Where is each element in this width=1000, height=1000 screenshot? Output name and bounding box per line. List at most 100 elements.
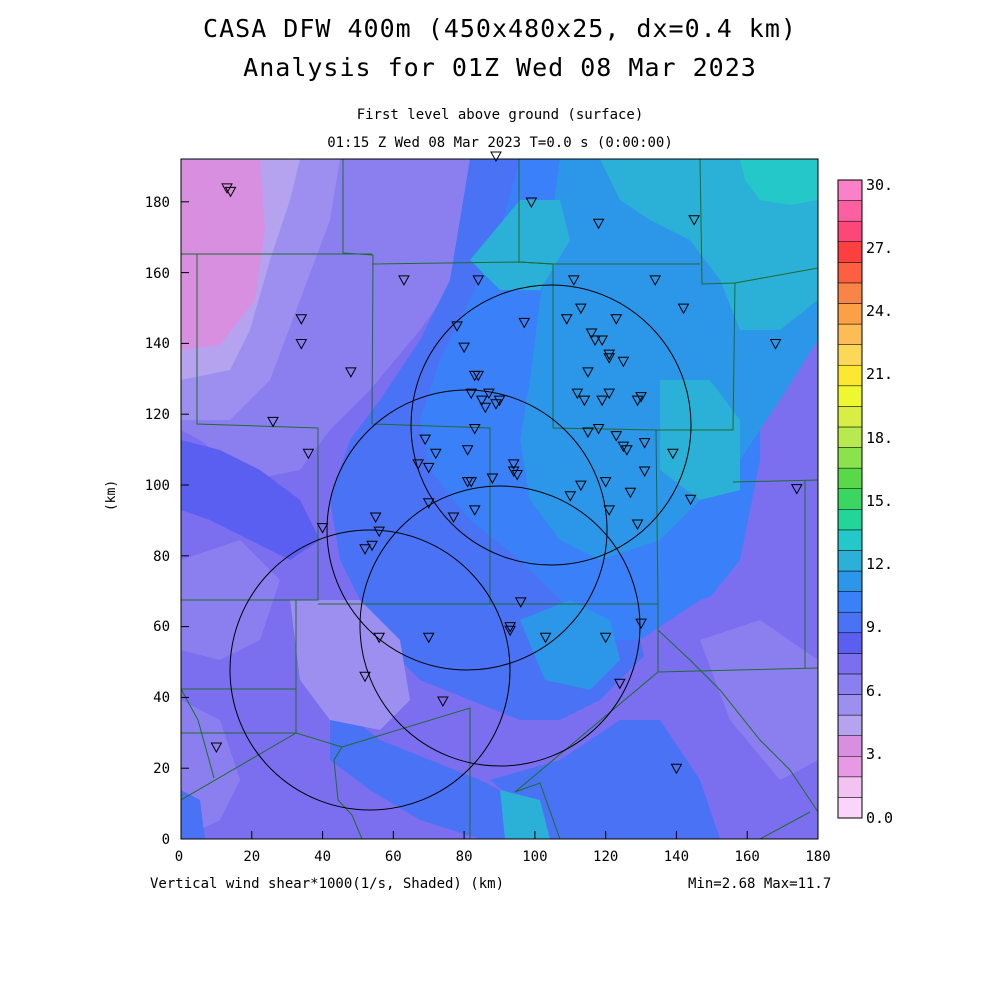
colorbar-swatch <box>837 406 863 428</box>
station-marker <box>422 462 435 474</box>
station-marker <box>613 678 626 690</box>
x-tick-label: 180 <box>805 849 830 865</box>
station-marker <box>210 742 223 754</box>
station-marker <box>638 466 651 477</box>
analysis-time-title: Analysis for 01Z Wed 08 Mar 2023 <box>243 53 757 82</box>
station-marker <box>369 512 382 523</box>
colorbar-swatch <box>837 653 863 675</box>
colorbar-swatch <box>837 385 863 407</box>
colorbar-frame <box>837 179 863 819</box>
station-marker <box>578 395 591 407</box>
x-tick-label: 80 <box>456 849 473 865</box>
level-subtitle: First level above ground (surface) <box>356 107 644 123</box>
colorbar-label: 21. <box>866 365 893 383</box>
colorbar-swatch <box>837 488 863 510</box>
station-marker <box>649 275 662 286</box>
station-marker <box>373 526 386 538</box>
station-marker <box>688 215 700 226</box>
station-marker <box>295 339 308 350</box>
colorbar-swatch <box>837 323 863 345</box>
station-marker <box>295 314 308 325</box>
station-marker <box>267 416 279 428</box>
colorbar-swatch <box>837 200 863 222</box>
station-marker <box>429 448 442 460</box>
colorbar-swatch <box>837 179 863 201</box>
colorbar-label: 15. <box>866 492 893 510</box>
colorbar-swatch <box>837 529 863 551</box>
station-marker <box>592 423 605 435</box>
station-marker <box>769 339 782 350</box>
station-marker <box>582 367 594 378</box>
colorbar-label: 9. <box>866 618 884 636</box>
y-axis-label: (km) <box>104 479 120 512</box>
colorbar-label: 12. <box>866 555 893 573</box>
colorbar-swatch <box>837 591 863 613</box>
station-marker <box>617 441 630 453</box>
station-marker <box>221 183 233 194</box>
x-tick-label: 60 <box>385 849 402 865</box>
x-tick-label: 20 <box>243 849 260 865</box>
station-marker <box>518 317 531 329</box>
station-marker <box>504 625 516 637</box>
colorbar-swatch <box>837 694 863 716</box>
colorbar-swatch <box>837 364 863 387</box>
station-marker <box>585 328 598 339</box>
station-marker <box>511 469 524 481</box>
station-marker <box>592 218 605 230</box>
colorbar-swatch <box>837 550 863 572</box>
station-marker <box>302 448 315 460</box>
y-tick-label: 0 <box>162 832 170 848</box>
station-marker <box>560 314 573 325</box>
station-marker <box>677 303 690 315</box>
colorbar <box>837 179 863 819</box>
station-markers <box>210 151 803 775</box>
station-marker <box>603 505 616 516</box>
station-marker <box>507 459 520 470</box>
station-marker <box>422 632 435 644</box>
colorbar-swatch <box>837 735 863 757</box>
station-marker <box>398 275 410 286</box>
station-marker <box>599 477 612 488</box>
station-marker <box>447 512 460 523</box>
colorbar-labels: 30. 27. 24. 21. 18. 15. 12. 9. 6. 3. 0.0 <box>866 176 893 827</box>
x-tick-label: 40 <box>314 849 331 865</box>
x-tick-label: 0 <box>175 849 183 865</box>
tick-labels: 0 20 40 60 80 100 120 140 160 180 0 20 4… <box>145 195 831 865</box>
station-marker <box>465 388 478 400</box>
colorbar-label: 3. <box>866 745 884 763</box>
station-marker <box>617 356 630 368</box>
station-marker <box>475 395 488 407</box>
station-marker <box>479 402 492 414</box>
station-marker <box>567 275 580 286</box>
county-boundaries <box>181 159 818 839</box>
colorbar-swatch <box>837 467 863 489</box>
field-description: Vertical wind shear*1000(1/s, Shaded) (k… <box>150 876 505 892</box>
colorbar-swatch <box>837 797 863 819</box>
station-marker <box>635 618 647 630</box>
colorbar-swatch <box>837 632 863 654</box>
y-tick-label: 180 <box>145 195 170 211</box>
station-marker <box>603 353 616 364</box>
colorbar-swatch <box>837 611 863 634</box>
station-marker <box>412 459 424 470</box>
colorbar-swatch <box>837 570 863 592</box>
station-marker <box>507 466 520 477</box>
colorbar-swatch <box>837 344 863 366</box>
station-marker <box>564 491 577 502</box>
colorbar-label: 30. <box>866 176 893 194</box>
station-marker <box>603 349 616 361</box>
station-marker <box>419 434 432 446</box>
colorbar-swatch <box>837 447 863 469</box>
station-marker <box>603 388 616 400</box>
station-marker <box>610 431 623 442</box>
colorbar-swatch <box>837 426 863 448</box>
colorbar-swatch <box>837 262 863 284</box>
station-marker <box>610 314 623 325</box>
station-marker <box>667 448 679 460</box>
colorbar-swatch <box>837 241 863 263</box>
station-marker <box>422 498 435 509</box>
y-tick-label: 120 <box>145 407 170 423</box>
station-marker <box>468 505 481 516</box>
colorbar-label: 24. <box>866 302 893 320</box>
station-marker <box>461 445 474 456</box>
